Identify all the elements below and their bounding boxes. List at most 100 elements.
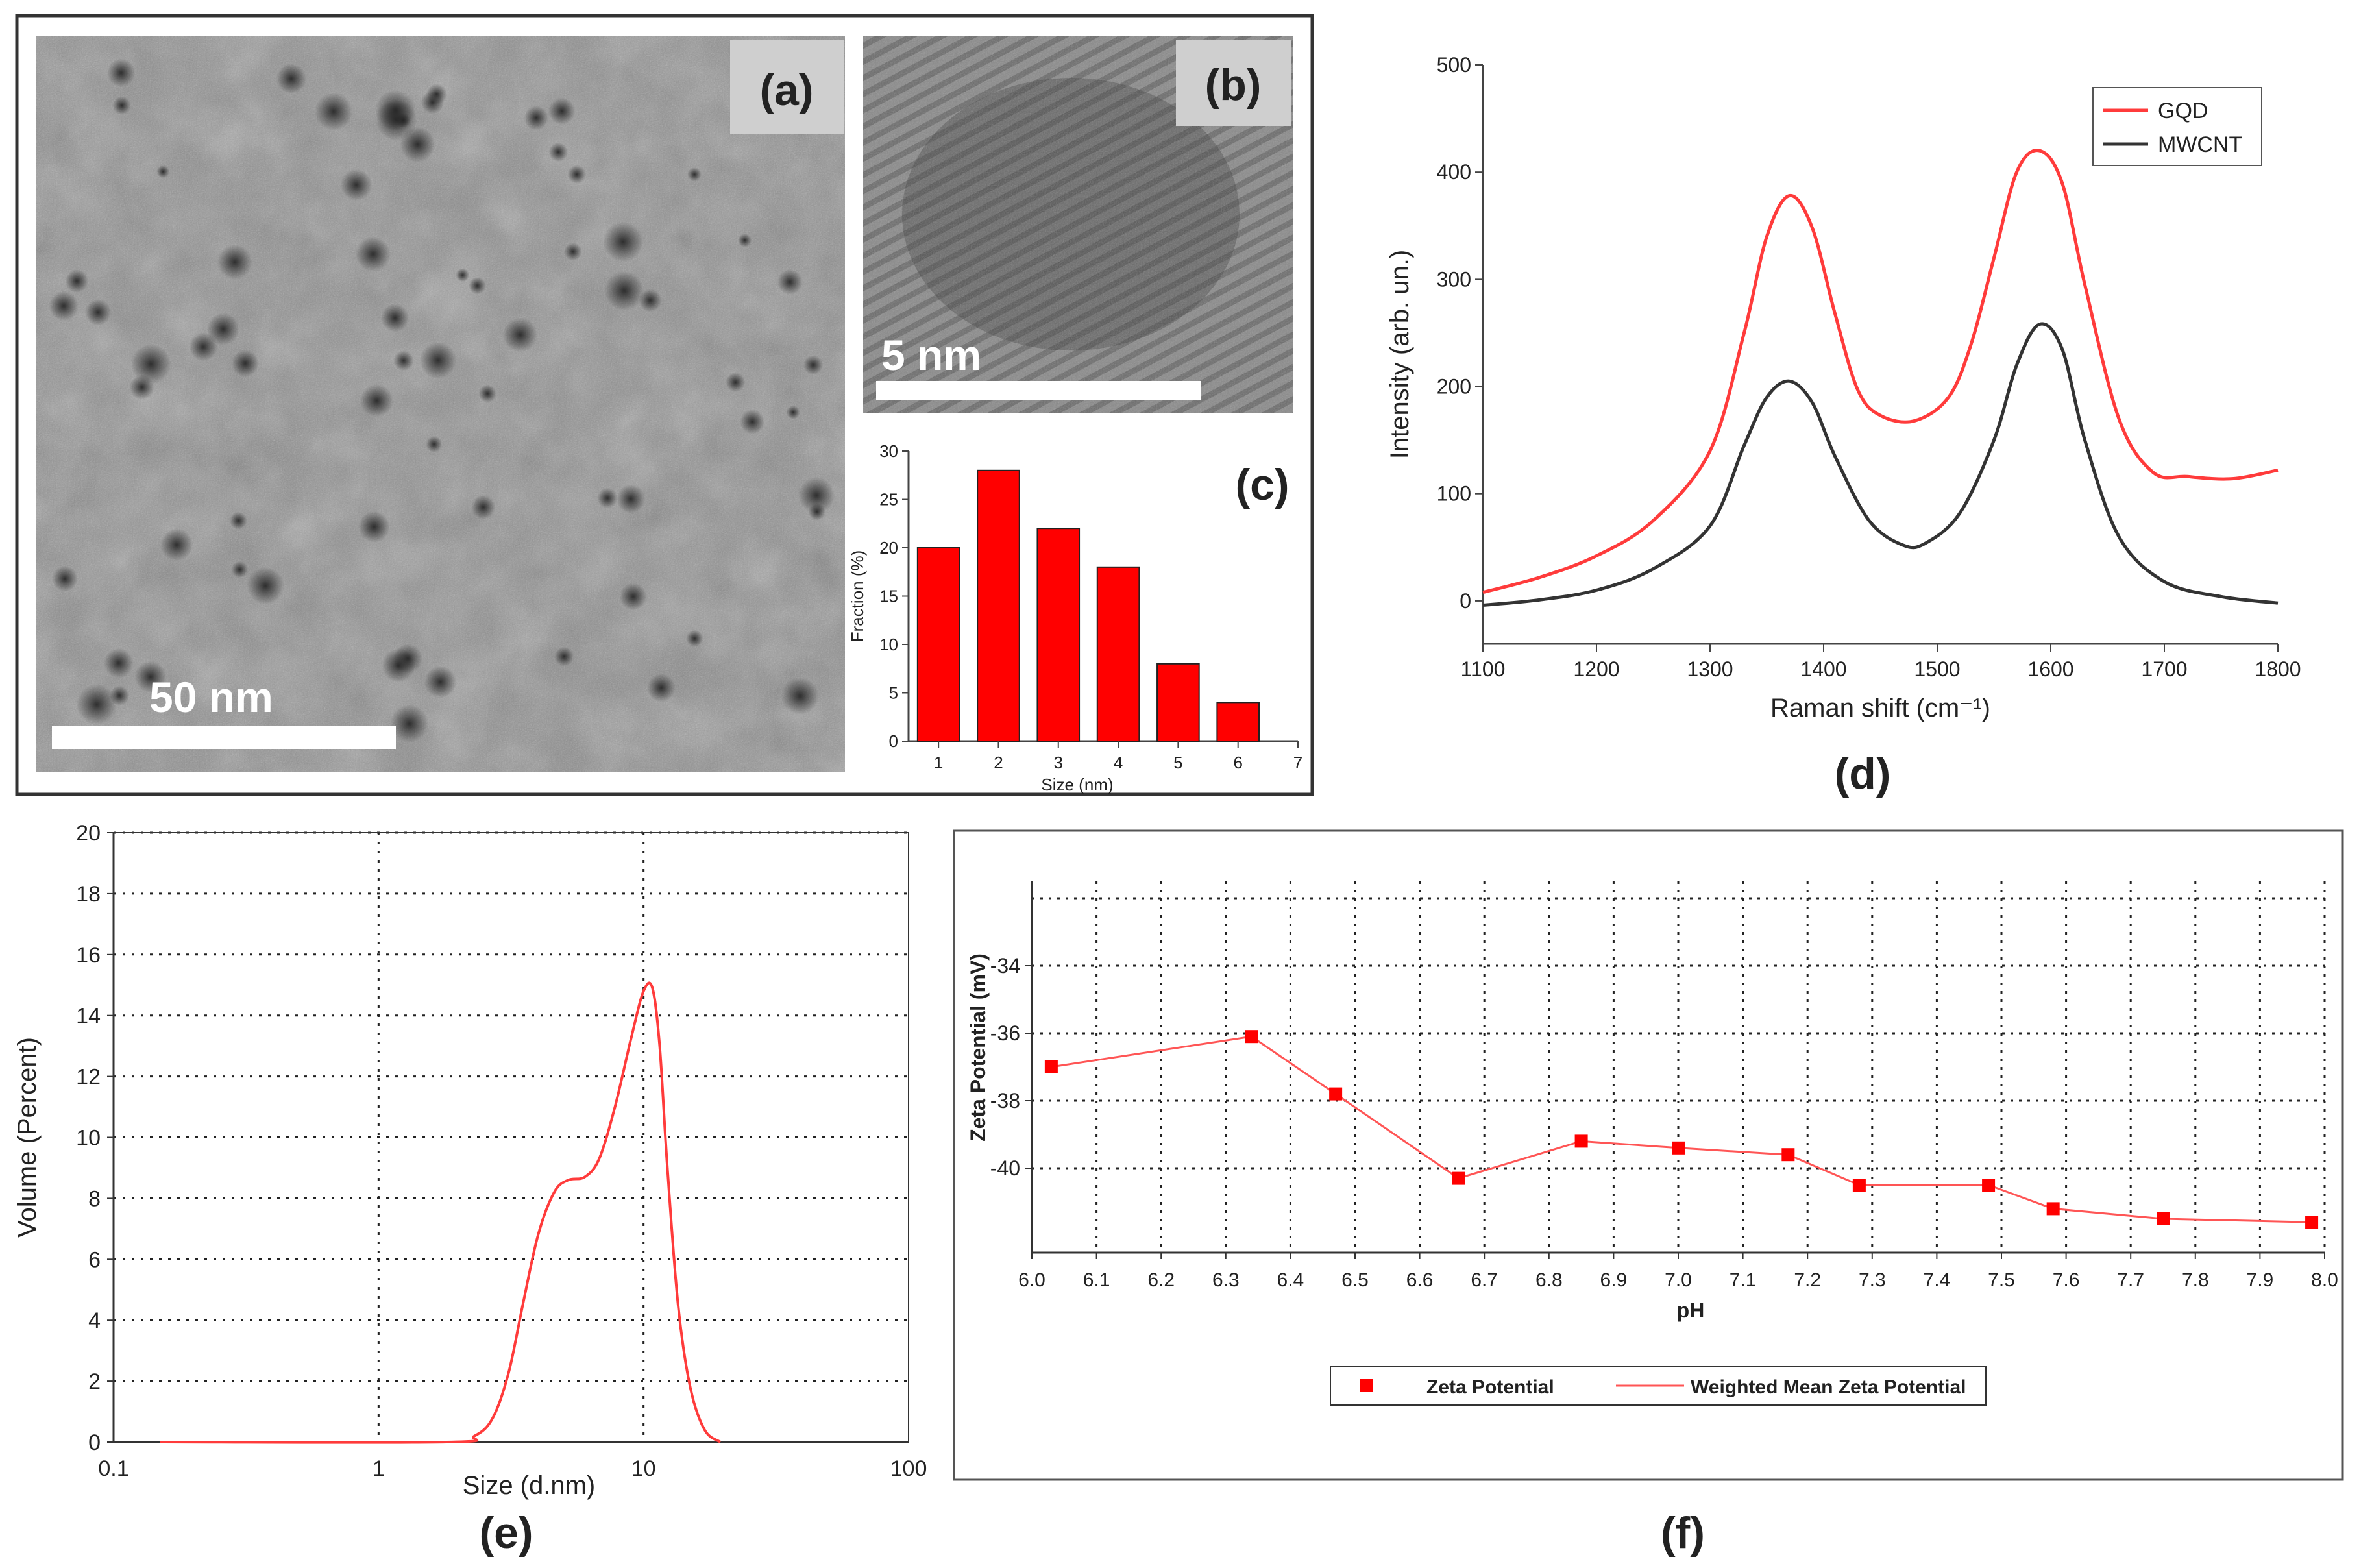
y-tick-label: 10: [879, 635, 898, 654]
nanoparticle-dot: [382, 648, 415, 683]
nanoparticle-dot: [129, 374, 154, 400]
x-tick-label: 5: [1173, 753, 1182, 772]
nanoparticle-dot: [554, 646, 574, 667]
nanoparticle-dot: [478, 384, 497, 403]
scale-bar-a-text: 50 nm: [149, 673, 273, 721]
panel-b-label: (b): [1205, 60, 1262, 110]
zeta-point: [1852, 1179, 1866, 1192]
nanoparticle-dot: [109, 685, 130, 706]
x-tick-label: 4: [1114, 753, 1123, 772]
x-tick-label: 6.9: [1600, 1269, 1628, 1291]
y-tick-label: 14: [76, 1004, 101, 1029]
nanoparticle-dot: [597, 487, 618, 509]
zeta-point: [1781, 1148, 1795, 1162]
nanoparticle-dot: [604, 271, 644, 311]
legend-label: Weighted Mean Zeta Potential: [1691, 1377, 1966, 1398]
chart-d: 0 100 200 300 400 500 1100 1200 1300 1400 1500 1600…: [1386, 53, 2301, 722]
zeta-point: [1452, 1171, 1465, 1185]
nanoparticle-dot: [469, 276, 486, 295]
x-tick-label: 6.8: [1535, 1269, 1563, 1291]
legend-label: Zeta Potential: [1426, 1377, 1554, 1398]
x-tick-label: 6.6: [1406, 1269, 1434, 1291]
y-tick-label: -36: [990, 1022, 1020, 1045]
nanoparticle-dot: [217, 244, 253, 280]
nanoparticle-dot: [247, 567, 284, 605]
nanoparticle-dot: [160, 528, 193, 561]
nanoparticle-dot: [360, 384, 393, 417]
x-tick-label: 1700: [2141, 657, 2187, 681]
nanoparticle-dot: [647, 673, 676, 702]
legend-label: MWCNT: [2158, 132, 2242, 157]
histogram-bar: [1036, 528, 1081, 742]
nanoparticle-dot: [602, 221, 643, 262]
y-axis-title: Fraction (%): [848, 550, 867, 643]
nanoparticle-dot: [276, 64, 306, 94]
nanoparticle-dot: [421, 91, 445, 114]
nanoparticle-dot: [567, 165, 587, 184]
zeta-point: [2305, 1216, 2319, 1229]
zeta-point: [1044, 1060, 1058, 1073]
y-tick-label: 12: [76, 1065, 101, 1090]
nanoparticle-dot: [358, 511, 390, 543]
legend-label: GQD: [2158, 99, 2208, 123]
nanoparticle-dot: [393, 350, 414, 371]
legend-swatch-square: [1360, 1379, 1373, 1392]
nanoparticle-dot: [84, 299, 112, 326]
nanoparticle-dot: [103, 648, 134, 678]
y-tick-label: 2: [88, 1369, 101, 1394]
nanoparticle-dot: [106, 58, 136, 88]
nanoparticle-dot: [134, 661, 167, 693]
nanoparticle-dot: [206, 313, 239, 346]
tem-image-a: [36, 36, 845, 772]
nanoparticle-dot: [726, 372, 746, 393]
x-tick-label: 7.9: [2247, 1269, 2274, 1291]
y-tick-label: 300: [1437, 267, 1471, 291]
nanoparticle-dot: [400, 127, 435, 163]
x-tick-label: 7.5: [1988, 1269, 2015, 1291]
x-tick-label: 7.3: [1859, 1269, 1886, 1291]
nanoparticle-dot: [548, 142, 569, 162]
nanoparticle-dot: [355, 236, 391, 272]
nanoparticle-dot: [426, 435, 443, 452]
nanoparticle-dot: [616, 484, 646, 513]
x-tick-label: 0.1: [98, 1456, 128, 1481]
x-tick-label: 6.0: [1018, 1269, 1045, 1291]
nanoparticle-dot: [189, 332, 218, 361]
y-tick-label: 5: [889, 683, 898, 703]
nanoparticle-dot: [112, 96, 131, 115]
nanoparticle-dot: [229, 511, 247, 530]
nanoparticle-dot: [639, 289, 662, 312]
zeta-point: [1574, 1134, 1588, 1148]
x-tick-label: 7.4: [1924, 1269, 1951, 1291]
chart-f-frame: [953, 829, 2344, 1481]
x-tick-label: 7.6: [2053, 1269, 2080, 1291]
x-tick-label: 1: [373, 1456, 385, 1481]
zeta-point: [2157, 1212, 2170, 1225]
y-tick-label: 16: [76, 943, 101, 968]
x-tick-label: 3: [1054, 753, 1063, 772]
y-tick-label: 25: [879, 490, 898, 509]
nanoparticle-dot: [564, 242, 582, 261]
x-tick-label: 1500: [1914, 657, 1960, 681]
nanoparticle-dot: [340, 169, 373, 201]
nanoparticle-dot: [786, 405, 800, 420]
panel-b-label-box: [1176, 40, 1291, 126]
nanoparticle-dot: [686, 630, 703, 648]
nanoparticle-dot: [524, 105, 549, 130]
x-axis-title: pH: [1677, 1299, 1705, 1322]
x-tick-label: 6.5: [1341, 1269, 1369, 1291]
x-tick-label: 1800: [2255, 657, 2301, 681]
nanoparticle-dot: [419, 341, 457, 379]
histogram-bar: [1096, 566, 1140, 742]
nanoparticle-dot: [231, 561, 249, 578]
y-tick-label: 6: [88, 1247, 101, 1272]
y-tick-label: -38: [990, 1089, 1020, 1112]
nanoparticle-dot: [502, 317, 538, 352]
zeta-point: [1672, 1141, 1685, 1155]
y-tick-label: 0: [1460, 589, 1471, 613]
nanoparticle-dot: [65, 269, 89, 293]
nanoparticle-dot: [49, 291, 79, 321]
y-tick-label: 0: [889, 731, 898, 751]
nanoparticle-dot: [52, 565, 78, 592]
y-tick-label: 500: [1437, 53, 1471, 77]
